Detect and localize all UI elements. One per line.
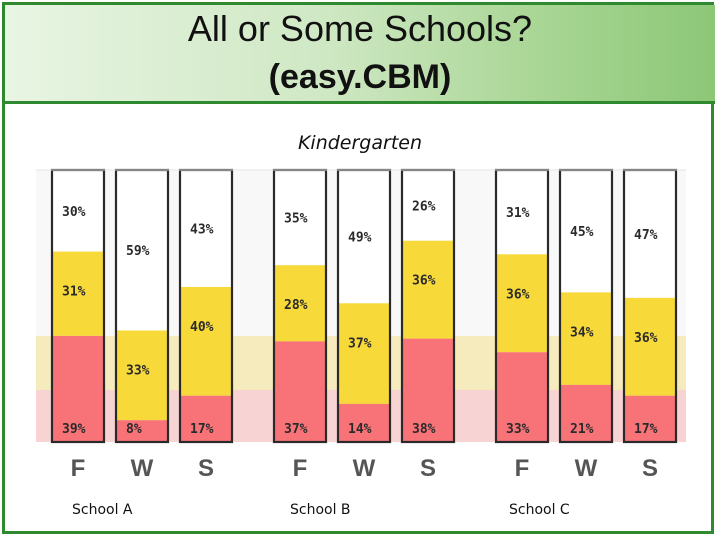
bar-segment-red [52,335,104,442]
value-label-yellow: 37% [348,336,372,351]
bar-segment-white [274,170,326,266]
chart-subtitle: Kindergarten [297,132,423,154]
category-label-f: F [71,455,86,482]
value-label-red: 33% [506,422,530,437]
value-label-white: 45% [570,225,594,240]
value-label-white: 35% [284,212,308,227]
bar-segment-red [274,341,326,442]
value-label-yellow: 31% [62,285,86,300]
value-label-yellow: 40% [190,320,214,335]
bar-segment-white [52,170,104,252]
value-label-white: 43% [190,222,214,237]
bar-segment-white [116,170,168,331]
value-label-white: 31% [506,206,530,221]
category-label-f: F [515,455,530,482]
bar-segment-red [496,352,548,442]
slide-title-source: (easy.CBM) [268,58,452,96]
value-label-yellow: 36% [412,274,436,289]
bar-segment-white [338,170,390,304]
value-label-red: 38% [412,422,436,437]
value-label-yellow: 36% [634,331,658,346]
value-label-white: 26% [412,199,436,214]
bar-segment-white [180,170,232,287]
value-label-red: 17% [634,422,658,437]
bar-segment-red [624,395,676,442]
value-label-red: 37% [284,422,308,437]
value-label-yellow: 33% [126,363,150,378]
category-label-s: S [420,455,436,482]
category-label-s: S [642,455,658,482]
bar-segment-red [180,395,232,442]
category-label-w: W [131,455,154,482]
value-label-red: 17% [190,422,214,437]
value-label-yellow: 28% [284,298,308,313]
category-label-w: W [575,455,598,482]
category-label-s: S [198,455,214,482]
bar-segment-red [116,420,168,442]
category-label-w: W [353,455,376,482]
group-label-school-b: School B [290,502,351,518]
bar-segment-yellow [116,330,168,421]
bar-segment-red [338,403,390,442]
bar-segment-yellow [560,292,612,385]
bar-segment-yellow [52,251,104,336]
title-banner [5,5,715,104]
value-label-white: 59% [126,244,150,259]
value-label-red: 8% [126,422,142,437]
group-label-school-a: School A [72,502,133,518]
value-label-red: 39% [62,422,86,437]
bar-segment-yellow [402,240,454,339]
group-label-school-c: School C [509,502,570,518]
value-label-red: 21% [570,422,594,437]
slide-frame [2,2,714,534]
bar-segment-red [560,384,612,442]
value-label-yellow: 34% [570,325,594,340]
value-label-white: 49% [348,231,372,246]
bar-segment-red [402,338,454,442]
bar-segment-white [560,170,612,293]
bar-segment-yellow [180,286,232,396]
value-label-white: 30% [62,205,86,220]
bar-segment-yellow [338,303,390,404]
slide-title: All or Some Schools? [187,8,533,49]
category-label-f: F [293,455,308,482]
value-label-white: 47% [634,228,658,243]
value-label-red: 14% [348,422,372,437]
bar-segment-white [496,170,548,255]
bar-segment-white [624,170,676,298]
bar-segment-yellow [624,297,676,396]
bar-segment-yellow [496,254,548,353]
value-label-yellow: 36% [506,287,530,302]
bar-segment-white [402,170,454,241]
bar-segment-yellow [274,265,326,342]
